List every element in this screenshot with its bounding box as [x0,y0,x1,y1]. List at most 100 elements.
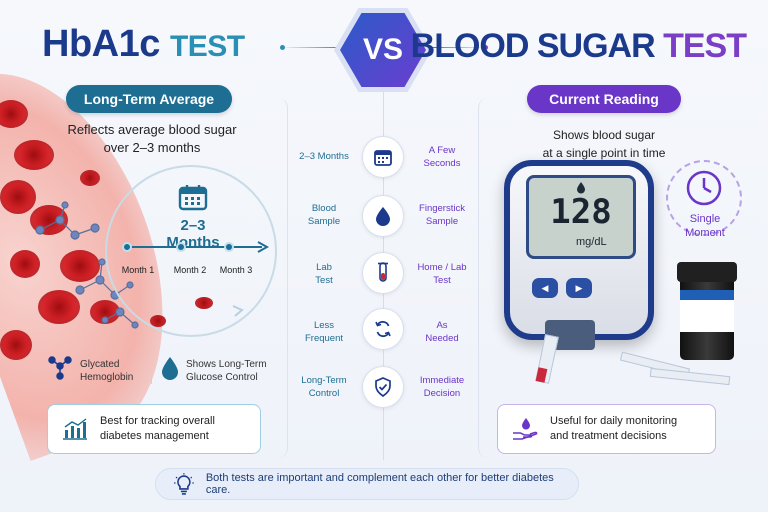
cmp-row1-left: 2–3 Months [289,150,359,163]
blood-sugar-summary-text: Useful for daily monitoring and treatmen… [550,414,677,444]
drop-icon [162,357,178,380]
hba1c-description-line2: over 2–3 months [103,140,201,155]
long-term-average-pill: Long-Term Average [66,85,232,113]
cmp-row1-left-line1: 2–3 Months [299,151,349,162]
header-line-right [428,47,488,48]
vs-badge: VS [340,13,426,87]
blood-sugar-summary-box: Useful for daily monitoring and treatmen… [497,404,716,454]
blood-sugar-summary-line1: Useful for daily monitoring [550,415,678,427]
meter-unit: mg/dL [576,236,607,248]
calendar-icon [374,150,392,166]
test-tube-icon [378,262,388,282]
cmp-row2-left-line2: Sample [307,216,341,227]
cmp-row1-right-line2: Seconds [423,158,461,169]
header-dot-left [280,45,285,50]
cmp-row5-icon [362,366,404,408]
cmp-row2-left-line1: Blood [311,203,337,214]
cmp-row2-right: Fingerstick Sample [407,202,477,228]
red-blood-cell [0,180,36,214]
hand-drop-icon [513,418,538,440]
legend-1-line1: Glycated [80,359,120,370]
legend-2-line2: Glucose Control [186,372,258,383]
meter-reading: 128 [550,192,612,232]
molecule-icon [48,356,72,380]
blood-sugar-description-line1: Shows blood sugar [552,128,656,142]
hba1c-summary-box: Best for tracking overall diabetes manag… [47,404,261,454]
cmp-row1-right-line1: A Few [428,145,456,156]
cmp-row2-left: Blood Sample [289,202,359,228]
vial-label [680,290,734,332]
time-circle [105,165,277,337]
hba1c-title-sub: TEST [169,30,245,63]
hba1c-title-main: HbA1c [42,23,160,65]
bar-chart-icon [63,418,87,440]
hba1c-summary-text: Best for tracking overall diabetes manag… [100,414,215,444]
timeline-line [126,246,262,248]
cmp-row1-right: A Few Seconds [407,144,477,170]
blood-sugar-title-main: BLOOD SUGAR [410,27,656,65]
blood-sugar-title: BLOOD SUGAR TEST [410,24,747,68]
cmp-row5-right-line1: Immediate [419,375,465,386]
red-blood-cell [60,250,100,282]
long-term-control-label: Shows Long-Term Glucose Control [186,358,267,384]
cmp-row5-right: Immediate Decision [407,374,477,400]
cmp-row4-left-line1: Less [313,320,335,331]
cmp-row4-icon [362,308,404,350]
single-moment-line1: Single [689,213,721,225]
hba1c-description: Reflects average blood sugar over 2–3 mo… [62,121,242,157]
header-line-left [280,47,340,48]
left-panel-outline [40,98,288,458]
blood-sugar-description-line2: at a single point in time [542,146,666,160]
meter-left-button: ◀ [532,278,558,298]
red-blood-cell [14,140,54,170]
cmp-row4-right-line2: Needed [425,333,459,344]
right-panel-outline [478,98,728,458]
single-moment-ring [666,160,742,236]
calendar-icon [178,185,208,211]
lightbulb-icon [174,473,194,495]
cmp-row4-left: Less Frequent [289,319,359,345]
cmp-row3-icon [362,252,404,294]
cmp-row5-left: Long-Term Control [289,374,359,400]
legend-1-line2: Hemoglobin [80,372,134,383]
cmp-row3-left-line1: Lab [316,262,332,273]
blood-drop-icon [376,207,390,226]
meter-right-button: ▶ [566,278,592,298]
cmp-row3-right-line1: Home / Lab [417,262,467,273]
single-moment-line2: Moment [685,227,725,239]
meter-drop-icon [577,182,585,194]
cmp-row2-icon [362,195,404,237]
circle-arrow-icon [232,305,244,317]
blood-sugar-summary-line2: and treatment decisions [550,430,667,442]
refresh-icon [375,320,391,338]
month-3-label: Month 3 [219,265,253,275]
red-blood-cell [38,290,80,324]
cmp-row4-right: As Needed [407,319,477,345]
timeline-arrow-icon [257,241,269,253]
red-blood-cell [80,170,100,186]
single-moment-label: Single Moment [670,212,740,240]
red-blood-cell [10,250,40,278]
cmp-row4-right-line1: As [436,320,448,331]
hba1c-title: HbA1c TEST [42,22,245,69]
cmp-row5-left-line1: Long-Term [301,375,347,386]
cmp-row4-left-line2: Frequent [304,333,344,344]
blood-sugar-title-sub: TEST [663,27,747,65]
meter-screen [526,175,636,259]
cmp-row3-left: Lab Test [289,261,359,287]
footer-banner: Both tests are important and complement … [155,468,579,500]
legend-2-line1: Shows Long-Term [186,359,267,370]
clock-icon [686,170,722,206]
timeline-dot-month1 [122,242,132,252]
cmp-row2-right-line2: Sample [425,216,459,227]
footer-text: Both tests are important and complement … [205,472,554,496]
red-blood-cell [0,330,32,360]
blood-sugar-description: Shows blood sugar at a single point in t… [524,126,684,162]
glycated-hemoglobin-label: Glycated Hemoglobin [80,358,133,384]
timeline-dot-month2 [176,242,186,252]
hba1c-description-line1: Reflects average blood sugar [67,122,237,137]
month-2-label: Month 2 [173,265,207,275]
cmp-row3-right-line2: Test [433,275,451,286]
vial-cap [677,262,737,282]
cmp-row5-right-line2: Decision [423,388,461,399]
